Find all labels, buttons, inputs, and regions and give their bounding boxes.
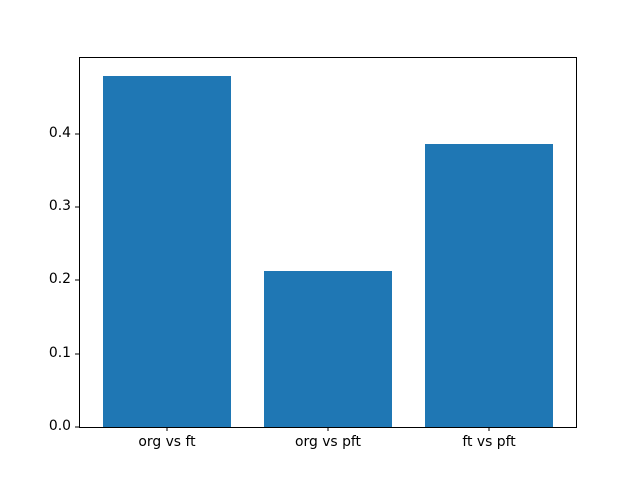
bar-org-vs-pft — [263, 270, 393, 427]
y-tick-0.4 — [75, 133, 79, 135]
y-tick-0.1 — [75, 353, 79, 355]
x-tick-org-vs-pft — [327, 427, 329, 431]
x-tick-org-vs-ft — [166, 427, 168, 431]
x-tick-label-ft-vs-pft: ft vs pft — [462, 434, 516, 450]
plot-area: org vs ft org vs pft ft vs pft 0.0 0.1 0.2 0.3… — [49, 57, 577, 450]
y-tick-0.0 — [75, 426, 79, 428]
y-tick-label-0.1: 0.1 — [48, 344, 71, 361]
bar-org-vs-ft — [102, 75, 232, 427]
x-tick-label-org-vs-pft: org vs pft — [295, 434, 361, 450]
bar-ft-vs-pft — [424, 143, 554, 427]
y-tick-label-0.0: 0.0 — [48, 418, 71, 435]
x-tick-ft-vs-pft — [488, 427, 490, 431]
x-tick-label-org-vs-ft: org vs ft — [138, 434, 196, 450]
y-tick-label-0.3: 0.3 — [48, 197, 71, 214]
y-tick-label-0.4: 0.4 — [48, 124, 71, 141]
y-tick-label-0.2: 0.2 — [48, 271, 71, 288]
y-tick-0.2 — [75, 279, 79, 281]
y-tick-0.3 — [75, 206, 79, 208]
